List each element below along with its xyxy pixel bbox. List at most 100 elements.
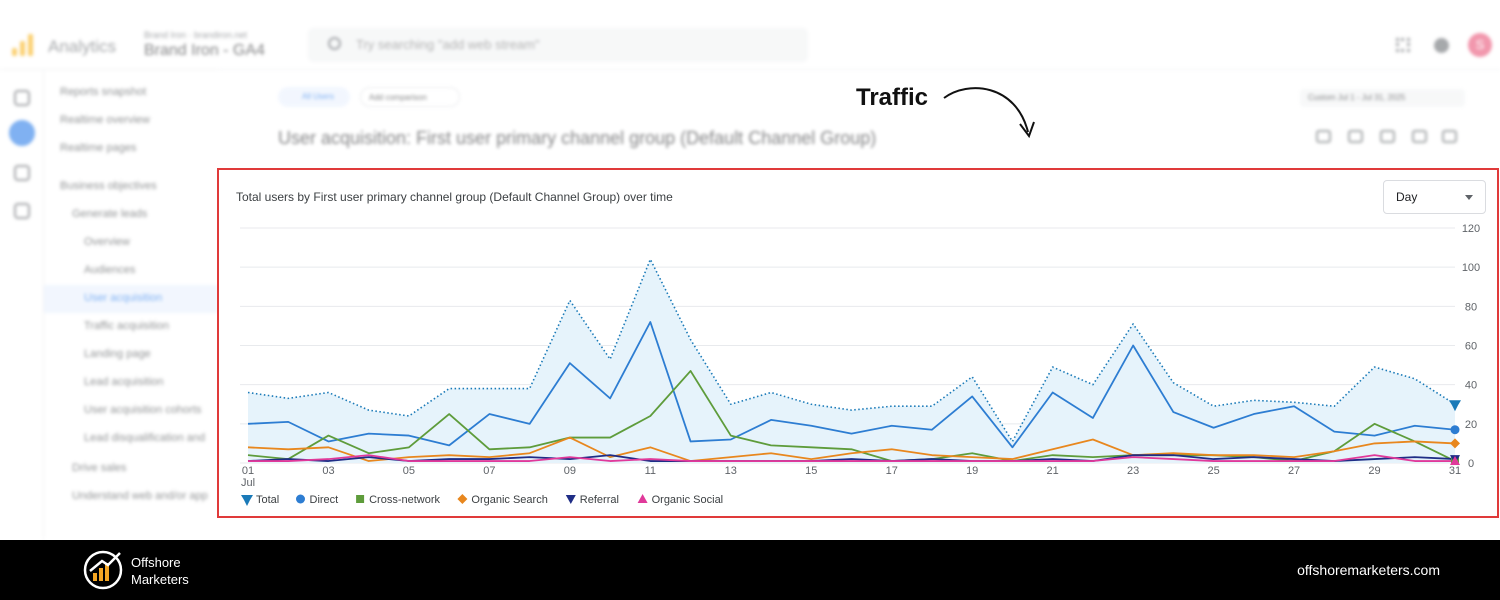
x-tick-label: 27: [1288, 465, 1300, 477]
chart-title: Total users by First user primary channe…: [236, 190, 673, 204]
top-bar: Analytics Brand Iron · brandiron.net Bra…: [0, 0, 1500, 70]
offshore-marketers-logo-icon: [83, 550, 123, 590]
insights-icon[interactable]: [1380, 130, 1395, 143]
curved-arrow-icon: [943, 87, 1035, 139]
legend-marker-cross-network: [356, 495, 365, 503]
date-range-picker[interactable]: Custom Jul 1 - Jul 31, 2025: [1300, 89, 1465, 107]
brand-name: Offshore Marketers: [131, 555, 189, 587]
x-tick-label: 01: [242, 465, 254, 477]
x-tick-label: 17: [886, 465, 898, 477]
advertising-icon[interactable]: [14, 203, 30, 219]
nav-item[interactable]: Traffic acquisition: [84, 320, 169, 332]
nav-item[interactable]: Realtime pages: [60, 142, 137, 154]
nav-item[interactable]: Realtime overview: [60, 114, 150, 126]
x-tick-label: 21: [1047, 465, 1059, 477]
nav-item[interactable]: Audiences: [84, 264, 136, 276]
y-tick-label: 120: [1462, 223, 1480, 235]
legend-marker-direct: [296, 494, 305, 504]
x-tick-label: 31: [1449, 465, 1461, 477]
add-comparison-button[interactable]: Add comparison: [360, 87, 460, 107]
left-rail: [0, 70, 44, 540]
x-tick-label: 25: [1207, 465, 1219, 477]
end-marker-organic-social: [1450, 456, 1460, 466]
nav-item[interactable]: Lead disqualification and: [84, 432, 206, 444]
y-tick-label: 100: [1462, 262, 1480, 274]
all-users-chip[interactable]: All Users: [278, 87, 350, 107]
trend-icon[interactable]: [1442, 130, 1457, 143]
analytics-logo-icon: [12, 34, 34, 56]
y-tick-label: 0: [1468, 458, 1474, 470]
analytics-background: Analytics Brand Iron · brandiron.net Bra…: [0, 0, 1500, 540]
series-line-direct: [247, 321, 1456, 449]
report-title: User acquisition: First user primary cha…: [278, 128, 877, 148]
search-input[interactable]: [356, 37, 756, 52]
compare-icon[interactable]: [1348, 130, 1363, 143]
search-bar[interactable]: [308, 28, 808, 62]
x-tick-label: 07: [483, 465, 495, 477]
x-tick-label: 03: [322, 465, 334, 477]
help-icon[interactable]: [1434, 38, 1449, 53]
x-tick-label: 15: [805, 465, 817, 477]
legend-label: Organic Search: [471, 494, 547, 506]
nav-active-highlight: [44, 285, 219, 313]
end-marker-direct: [1450, 425, 1460, 435]
avatar[interactable]: S: [1468, 33, 1492, 57]
nav-section: Business objectives: [60, 180, 157, 192]
y-tick-label: 20: [1465, 419, 1477, 431]
reports-nav: Reports snapshot Realtime overview Realt…: [44, 70, 219, 540]
legend-label: Referral: [580, 494, 619, 506]
chart-card: Total users by First user primary channe…: [217, 168, 1499, 518]
x-tick-label: 05: [403, 465, 415, 477]
apps-grid-icon[interactable]: [1396, 38, 1410, 52]
share-icon[interactable]: [1412, 130, 1427, 143]
website-url[interactable]: offshoremarketers.com: [1297, 562, 1440, 578]
explore-icon[interactable]: [14, 165, 30, 181]
nav-item[interactable]: Understand web and/or app: [72, 490, 208, 502]
legend-marker-organic-social: [637, 494, 648, 503]
nav-item[interactable]: Generate leads: [72, 208, 148, 220]
end-marker-total: [1449, 400, 1461, 412]
x-tick-label: 29: [1368, 465, 1380, 477]
period-select-value: Day: [1396, 190, 1418, 204]
home-icon[interactable]: [14, 90, 30, 106]
total-area: [248, 259, 1455, 463]
nav-item[interactable]: Reports snapshot: [60, 86, 147, 98]
nav-item[interactable]: Lead acquisition: [84, 376, 164, 388]
x-tick-label: 19: [966, 465, 978, 477]
legend-label: Total: [256, 494, 279, 506]
chevron-down-icon: [1465, 195, 1473, 200]
x-tick-label: 23: [1127, 465, 1139, 477]
y-tick-label: 40: [1465, 380, 1477, 392]
series-line-total: [247, 258, 1456, 443]
account-name: Brand Iron · brandiron.net: [144, 30, 248, 40]
legend-marker-total: [241, 495, 253, 506]
app-name: Analytics: [48, 37, 117, 56]
line-chart: 0 20 40 60 80 100 120 01 03 05 07 09 11 13 15 17 19 21 23 2…: [240, 223, 1480, 506]
nav-item[interactable]: Landing page: [84, 348, 151, 360]
legend-label: Cross-network: [369, 494, 440, 506]
legend-label: Organic Social: [652, 494, 724, 506]
edit-report-icon[interactable]: [1316, 130, 1331, 143]
nav-item[interactable]: Overview: [84, 236, 130, 248]
series-line-referral: [247, 454, 1456, 462]
series-line-organic-social: [248, 454, 1455, 462]
nav-item[interactable]: User acquisition: [84, 292, 163, 304]
nav-item[interactable]: User acquisition cohorts: [84, 404, 202, 416]
nav-item[interactable]: Drive sales: [72, 462, 127, 474]
series-line-organic-search: [247, 436, 1456, 462]
search-icon: [328, 37, 341, 50]
traffic-annotation-label: Traffic: [856, 84, 929, 111]
x-sublabel: Jul: [241, 477, 255, 489]
legend-label: Direct: [310, 494, 339, 506]
y-tick-label: 60: [1465, 341, 1477, 353]
legend-marker-organic-search: [457, 494, 468, 504]
x-tick-label: 11: [645, 465, 656, 477]
legend-marker-referral: [565, 495, 576, 504]
y-tick-label: 80: [1465, 301, 1477, 313]
end-marker-organic-search: [1450, 438, 1460, 449]
footer: Offshore Marketers offshoremarketers.com: [0, 540, 1500, 600]
x-tick-label: 09: [564, 465, 576, 477]
period-select[interactable]: Day: [1383, 180, 1486, 214]
property-selector[interactable]: Brand Iron - GA4: [144, 42, 265, 59]
reports-icon[interactable]: [9, 120, 35, 146]
